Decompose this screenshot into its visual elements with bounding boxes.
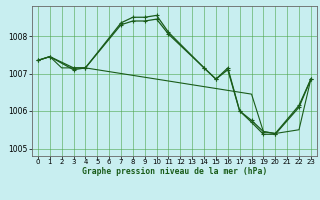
X-axis label: Graphe pression niveau de la mer (hPa): Graphe pression niveau de la mer (hPa) — [82, 167, 267, 176]
